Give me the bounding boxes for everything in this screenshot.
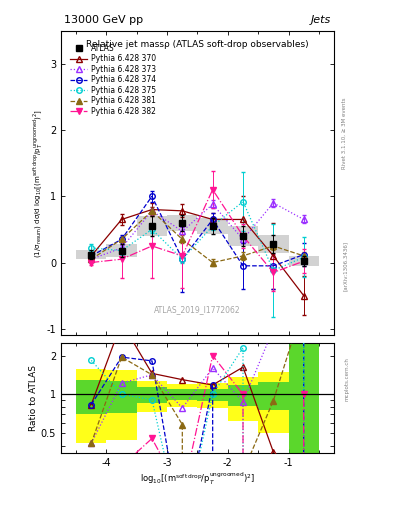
Text: Rivet 3.1.10, ≥ 3M events: Rivet 3.1.10, ≥ 3M events [342, 97, 346, 169]
X-axis label: log$_{10}$[(m$^{\mathrm{soft\,drop}}$/p$_T^{\mathrm{ungroomed}}$)$^2$]: log$_{10}$[(m$^{\mathrm{soft\,drop}}$/p$… [140, 471, 255, 487]
Text: [arXiv:1306.3436]: [arXiv:1306.3436] [343, 241, 347, 291]
Y-axis label: (1/σ$_{\mathrm{resum}}$) dσ/d log$_{10}$[(m$^{\mathrm{soft\,drop}}$/p$_T^{\mathr: (1/σ$_{\mathrm{resum}}$) dσ/d log$_{10}$… [31, 109, 45, 258]
Legend: ATLAS, Pythia 6.428 370, Pythia 6.428 373, Pythia 6.428 374, Pythia 6.428 375, P: ATLAS, Pythia 6.428 370, Pythia 6.428 37… [70, 44, 156, 116]
Y-axis label: Ratio to ATLAS: Ratio to ATLAS [29, 365, 38, 431]
Text: mcplots.cern.ch: mcplots.cern.ch [344, 357, 349, 401]
Text: ATLAS_2019_I1772062: ATLAS_2019_I1772062 [154, 305, 241, 314]
Text: 13000 GeV pp: 13000 GeV pp [64, 15, 143, 25]
Text: Relative jet massρ (ATLAS soft-drop observables): Relative jet massρ (ATLAS soft-drop obse… [86, 40, 309, 49]
Text: Jets: Jets [311, 15, 331, 25]
